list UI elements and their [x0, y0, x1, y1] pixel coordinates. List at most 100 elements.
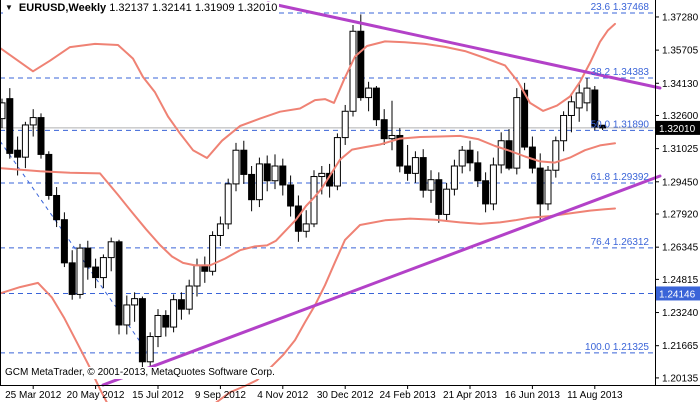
- candle-bull-body: [123, 304, 131, 326]
- price-axis-label: 1.37280: [662, 12, 699, 23]
- level-price-tag-text: 1.24146: [659, 289, 696, 300]
- current-price-tag-text: 1.32010: [659, 124, 696, 135]
- candle-bull-body: [583, 87, 591, 104]
- candle-bull-body: [216, 223, 224, 236]
- fib-label-100.0: 100.0 1.21325: [585, 342, 649, 353]
- candle-bull-body: [458, 149, 466, 167]
- candle-bear-body: [115, 241, 123, 326]
- candle-bull-body: [99, 257, 107, 279]
- price-axis-label: 1.24815: [662, 275, 699, 286]
- candle-bear-body: [591, 89, 599, 128]
- candle-bear-body: [92, 266, 100, 279]
- price-axis-label: 1.35705: [662, 46, 699, 57]
- fib-label-76.4: 76.4 1.26312: [591, 237, 650, 248]
- copyright-text: GCM MetaTrader, © 2001-2013, MetaQuotes …: [4, 367, 278, 379]
- candle-bear-body: [263, 163, 271, 182]
- candle-bear-body: [287, 184, 295, 207]
- candle-bull-body: [333, 137, 341, 187]
- candle-bull-body: [497, 140, 505, 166]
- fib-base-diagonal-line: [0, 140, 149, 354]
- candle-bull-body: [131, 298, 139, 306]
- price-axis-label: 1.27920: [662, 210, 699, 221]
- candle-bear-body: [380, 119, 388, 140]
- current-price-tag: [656, 120, 700, 135]
- chart-symbol-label: EURUSD,Weekly: [18, 2, 107, 14]
- fib-label-61.8: 61.8 1.29392: [591, 172, 650, 183]
- trendline-descending-resistance[interactable]: [266, 1, 662, 90]
- candle-bull-body: [185, 285, 193, 310]
- candle-bear-body: [521, 89, 529, 148]
- candle-bull-body: [575, 92, 583, 109]
- candle-bull-body: [209, 234, 217, 272]
- date-axis-label: 15 Jul 2012: [132, 390, 184, 401]
- candle-bear-body: [45, 153, 53, 196]
- candle-bull-body: [388, 134, 396, 140]
- candle-bear-body: [372, 87, 380, 121]
- fib-label-23.6: 23.6 1.37468: [591, 2, 650, 13]
- candle-bear-body: [37, 117, 45, 155]
- candle-bull-body: [76, 247, 84, 295]
- candle-bear-body: [279, 165, 287, 186]
- date-axis-label: 11 Aug 2013: [567, 390, 623, 401]
- candle-bull-body: [443, 188, 451, 215]
- price-axis-label: 1.34130: [662, 79, 699, 90]
- candle-bear-body: [162, 314, 170, 328]
- candle-bull-body: [255, 163, 263, 201]
- trendline-ascending-support[interactable]: [101, 174, 662, 387]
- price-axis-label: 1.31025: [662, 144, 699, 155]
- candlestick-series: [0, 14, 607, 377]
- fib-label-50.0: 50.0 1.31890: [591, 119, 650, 130]
- candle-bull-body: [224, 183, 232, 225]
- price-axis-label: 1.26345: [662, 243, 699, 254]
- candle-bear-body: [404, 165, 412, 174]
- candle-bull-body: [193, 264, 201, 287]
- candle-bear-body: [60, 219, 68, 264]
- candle-bull-body: [544, 169, 552, 205]
- date-axis-label: 24 Feb 2013: [380, 390, 437, 401]
- candle-bear-body: [138, 298, 146, 363]
- candle-bear-body: [396, 134, 404, 167]
- candle-bear-body: [435, 179, 443, 215]
- candle-bull-body: [427, 179, 435, 191]
- fib-label-38.2: 38.2 1.34383: [591, 67, 650, 78]
- chart-dropdown-icon[interactable]: ▼: [5, 3, 13, 12]
- candle-bear-body: [536, 167, 544, 205]
- date-axis-label: 21 Apr 2013: [443, 390, 497, 401]
- bollinger-lower-band: [0, 207, 616, 402]
- candle-bull-body: [513, 97, 521, 169]
- candle-bull-body: [146, 336, 154, 363]
- candle-bear-body: [474, 162, 482, 182]
- price-axis-label: 1.21665: [662, 341, 699, 352]
- bollinger-middle-band: [0, 134, 616, 267]
- price-axis-label: 1.20135: [662, 373, 699, 384]
- price-axis-label: 1.32600: [662, 111, 699, 122]
- candle-bull-body: [552, 140, 560, 171]
- chart-title: ▼ EURUSD,Weekly 1.32137 1.32141 1.31909 1…: [3, 2, 280, 14]
- candle-bear-body: [248, 173, 256, 201]
- candle-bear-body: [482, 180, 490, 205]
- candle-bear-body: [84, 247, 92, 268]
- candle-bear-body: [419, 157, 427, 191]
- candle-bull-body: [450, 165, 458, 190]
- candle-bull-body: [271, 165, 279, 182]
- date-axis-label: 30 Dec 2012: [317, 390, 374, 401]
- price-axis-label: 1.29450: [662, 177, 699, 188]
- candle-bull-body: [365, 87, 373, 99]
- candle-bull-body: [170, 299, 178, 328]
- candle-bear-body: [505, 140, 513, 169]
- candle-bull-body: [341, 110, 349, 139]
- candle-bull-body: [349, 30, 357, 112]
- candle-bull-body: [0, 102, 6, 120]
- candle-bear-body: [6, 98, 14, 154]
- date-axis-label: 4 Nov 2012: [257, 390, 309, 401]
- candle-bear-body: [53, 194, 61, 221]
- chart-ohlc-values: 1.32137 1.32141 1.31909 1.32010: [109, 2, 278, 14]
- candle-bear-body: [466, 149, 474, 164]
- candle-bear-body: [294, 205, 302, 232]
- candle-bear-body: [357, 30, 365, 99]
- candle-bear-body: [68, 262, 76, 295]
- candle-bear-body: [177, 299, 185, 310]
- candle-bull-body: [302, 223, 310, 232]
